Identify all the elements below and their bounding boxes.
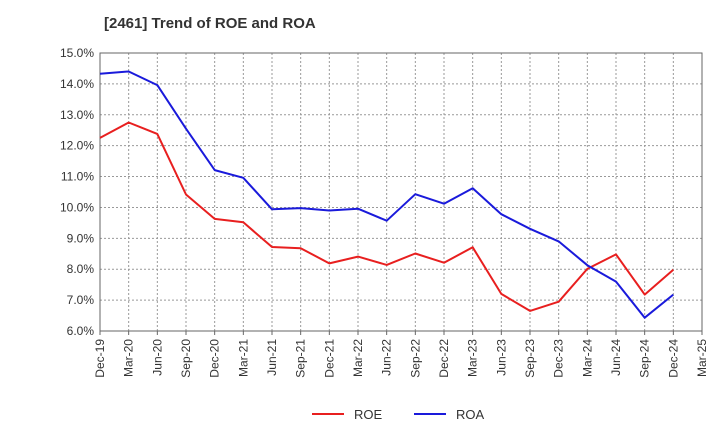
x-tick-label: Mar-25	[695, 339, 709, 377]
x-tick-label: Dec-24	[666, 339, 680, 378]
x-tick-label: Sep-24	[638, 339, 652, 378]
y-tick-label: 15.0%	[60, 46, 94, 60]
x-tick-label: Dec-21	[322, 339, 336, 378]
y-tick-label: 11.0%	[61, 170, 94, 184]
x-tick-label: Mar-20	[122, 339, 136, 377]
plot-area	[100, 53, 702, 331]
series-line-roe	[99, 121, 674, 312]
legend-label-roe: ROE	[354, 407, 383, 422]
x-tick-label: Dec-19	[93, 339, 107, 378]
y-tick-label: 9.0%	[67, 231, 95, 245]
x-tick-label: Dec-23	[552, 339, 566, 378]
x-tick-label: Sep-23	[523, 339, 537, 378]
y-tick-label: 13.0%	[60, 108, 94, 122]
x-tick-label: Mar-23	[466, 339, 480, 377]
x-tick-label: Mar-21	[236, 339, 250, 377]
x-tick-label: Mar-24	[580, 339, 594, 377]
x-tick-label: Sep-20	[179, 339, 193, 378]
x-tick-label: Sep-22	[408, 339, 422, 378]
y-tick-label: 7.0%	[67, 293, 95, 307]
x-tick-label: Sep-21	[294, 339, 308, 378]
series-line-roa	[99, 70, 674, 319]
plot-border	[99, 52, 703, 332]
x-tick-label: Jun-23	[494, 339, 508, 376]
y-tick-label: 12.0%	[60, 139, 94, 153]
x-tick-label: Dec-20	[208, 339, 222, 378]
chart-title: [2461] Trend of ROE and ROA	[104, 15, 316, 32]
y-tick-label: 14.0%	[60, 77, 94, 91]
y-tick-label: 8.0%	[67, 262, 95, 276]
y-tick-label: 6.0%	[67, 324, 95, 338]
x-tick-label: Jun-21	[265, 339, 279, 376]
x-tick-label: Mar-22	[351, 339, 365, 377]
x-tick-label: Dec-22	[437, 339, 451, 378]
legend-label-roa: ROA	[456, 407, 485, 422]
y-tick-label: 10.0%	[60, 200, 94, 214]
x-tick-label: Jun-22	[380, 339, 394, 376]
x-tick-label: Jun-20	[150, 339, 164, 376]
x-tick-label: Jun-24	[609, 339, 623, 376]
